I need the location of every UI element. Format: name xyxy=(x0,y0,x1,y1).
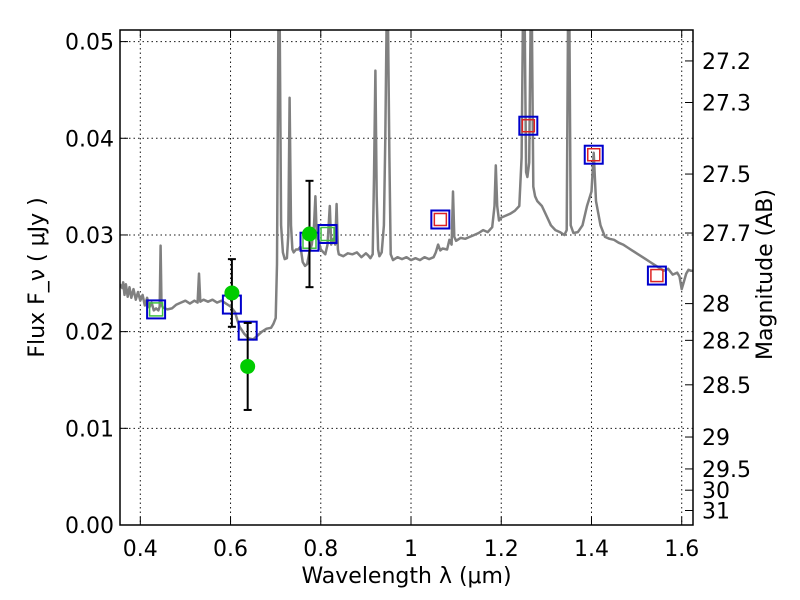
model-flux-marker xyxy=(646,265,667,286)
right-tick-label: 27.5 xyxy=(702,163,751,188)
observed-red-marker xyxy=(433,212,448,227)
x-tick-label: 0.6 xyxy=(213,537,248,562)
x-tick-label: 0.8 xyxy=(303,537,338,562)
right-tick-label: 27.7 xyxy=(702,222,751,247)
right-tick-label: 29 xyxy=(702,426,730,451)
tick-layer: 0.4 0.6 0.8 1 1.2 1.4 1.6 0.00 0.01 0.02 0.03 0.04 0… xyxy=(65,30,751,562)
model-flux-marker xyxy=(430,209,451,230)
x-tick-label: 1.2 xyxy=(484,537,519,562)
observed-red-marker xyxy=(521,118,536,133)
plot-layer xyxy=(120,30,693,411)
plot-frame xyxy=(119,29,694,526)
y-tick-label: 0.04 xyxy=(65,127,114,152)
right-tick-label: 27.3 xyxy=(702,92,751,117)
model-flux-marker xyxy=(518,115,539,136)
x-tick-label: 0.4 xyxy=(123,537,158,562)
x-axis-label: Wavelength λ (μm) xyxy=(301,564,511,589)
model-flux-marker xyxy=(146,299,167,320)
observed-red-marker xyxy=(650,268,664,283)
flux-point xyxy=(224,285,240,301)
error-point xyxy=(240,321,256,411)
flux-point xyxy=(301,226,317,242)
error-point xyxy=(301,179,317,289)
y-right-axis-label: Magnitude (AB) xyxy=(753,189,778,360)
y-axis-label: Flux F_ν ( μJy ) xyxy=(25,197,50,357)
model-flux-marker xyxy=(317,223,338,244)
x-tick-label: 1 xyxy=(404,537,418,562)
right-tick-label: 28.5 xyxy=(702,374,751,399)
y-tick-label: 0.02 xyxy=(65,321,114,346)
grid-layer xyxy=(120,30,693,526)
y-tick-label: 0.01 xyxy=(65,417,114,442)
right-tick-label: 28 xyxy=(702,293,730,318)
flux-point xyxy=(240,358,256,374)
y-tick-label: 0.00 xyxy=(65,514,114,539)
spectrum-line xyxy=(120,30,693,341)
right-tick-label: 29.5 xyxy=(702,458,751,483)
right-tick-label: 27.2 xyxy=(702,50,751,75)
observed-green-marker xyxy=(320,226,335,242)
error-point xyxy=(224,258,240,328)
y-tick-label: 0.03 xyxy=(65,224,114,249)
x-tick-label: 1.6 xyxy=(664,537,699,562)
model-flux-marker xyxy=(583,144,604,165)
right-tick-label: 30 xyxy=(702,479,730,504)
y-tick-label: 0.05 xyxy=(65,31,114,56)
x-tick-label: 1.4 xyxy=(574,537,609,562)
observed-green-marker xyxy=(148,302,164,317)
right-tick-label: 28.2 xyxy=(702,329,751,354)
right-tick-label: 31 xyxy=(702,499,730,524)
observed-red-marker xyxy=(586,147,601,162)
